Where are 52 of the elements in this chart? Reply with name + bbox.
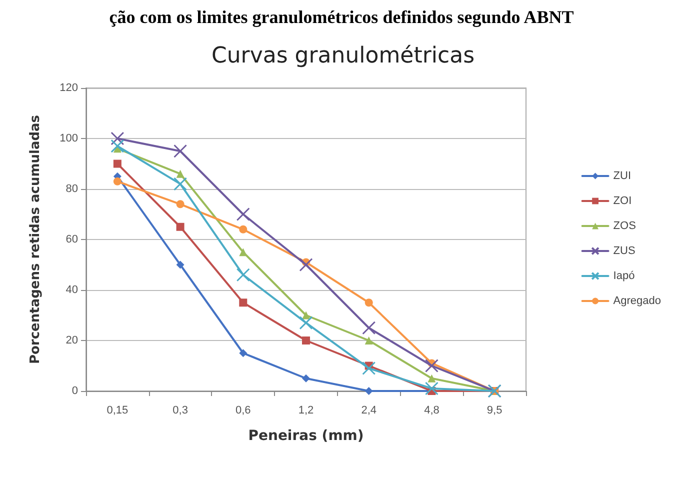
point bbox=[362, 321, 376, 335]
x-tick-label: 9,5 bbox=[486, 404, 502, 416]
y-tick-label: 80 bbox=[66, 183, 78, 195]
point bbox=[424, 382, 438, 396]
point bbox=[364, 387, 373, 395]
x-tick-label: 0,6 bbox=[235, 404, 251, 416]
x-tick-label: 0,3 bbox=[172, 404, 188, 416]
y-tick-label: 100 bbox=[60, 132, 78, 144]
point bbox=[174, 177, 188, 191]
point bbox=[299, 316, 313, 330]
point bbox=[302, 311, 310, 320]
chart-title: Curvas granulométricas bbox=[211, 44, 475, 68]
x-axis-title: Peneiras (mm) bbox=[248, 428, 364, 444]
y-tick-label: 20 bbox=[66, 334, 78, 346]
y-tick-label: 60 bbox=[66, 234, 78, 246]
point bbox=[364, 336, 373, 344]
x-tick-label: 1,2 bbox=[298, 404, 314, 416]
point bbox=[239, 298, 248, 307]
point bbox=[110, 132, 124, 146]
point bbox=[174, 144, 188, 158]
legend-label: ZOS bbox=[613, 220, 636, 232]
y-tick-label: 40 bbox=[66, 284, 78, 296]
legend-label: ZUS bbox=[613, 245, 636, 257]
point bbox=[176, 200, 184, 208]
point bbox=[302, 374, 310, 382]
point bbox=[364, 298, 373, 307]
x-tick-label: 2,4 bbox=[361, 404, 377, 416]
y-tick-label: 120 bbox=[60, 82, 78, 94]
point bbox=[176, 222, 184, 231]
point bbox=[176, 260, 184, 269]
legend-label: Iapó bbox=[613, 270, 635, 282]
point bbox=[236, 268, 250, 282]
point bbox=[236, 208, 250, 221]
x-tick-label: 4,8 bbox=[424, 404, 440, 416]
point bbox=[113, 160, 122, 168]
point bbox=[176, 170, 184, 178]
point bbox=[239, 225, 248, 234]
y-tick-label: 0 bbox=[72, 385, 78, 397]
point bbox=[362, 362, 376, 376]
text: ção com os limites granulométricos definidos segundo ABNT bbox=[109, 7, 574, 27]
point bbox=[424, 359, 438, 372]
legend-label: ZOI bbox=[613, 195, 632, 207]
point bbox=[239, 349, 248, 358]
point bbox=[110, 139, 124, 153]
legend-label: ZUI bbox=[613, 170, 632, 182]
legend-label: Agregado bbox=[613, 295, 662, 307]
point bbox=[302, 336, 310, 344]
y-axis-title: Porcentagens retidas acumuladas bbox=[28, 114, 43, 364]
x-tick-label: 0,15 bbox=[106, 404, 128, 416]
point bbox=[428, 374, 436, 382]
point bbox=[299, 258, 313, 272]
point bbox=[113, 177, 122, 186]
